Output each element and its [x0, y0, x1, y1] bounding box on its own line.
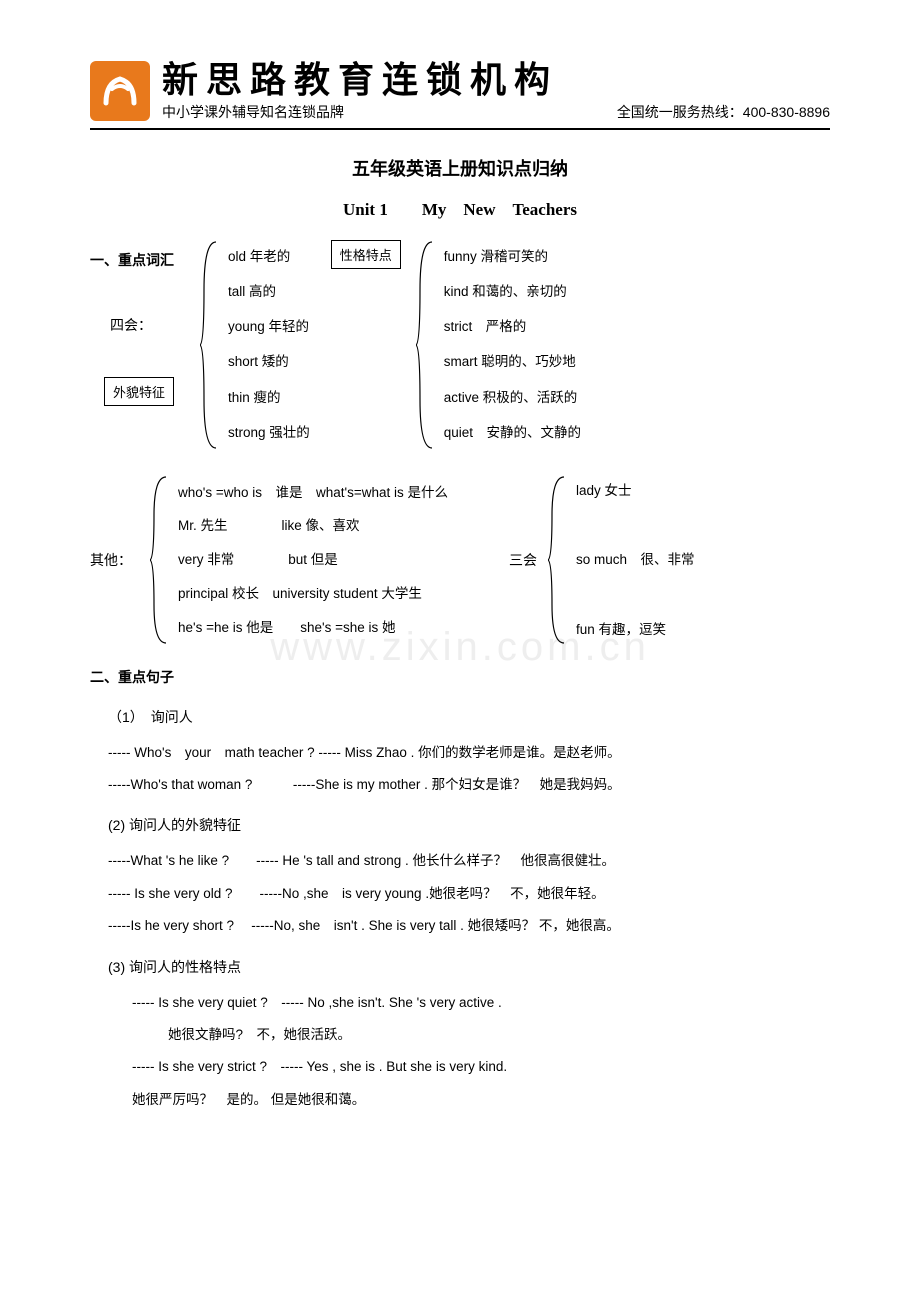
vocab-item: young 年轻的: [228, 312, 310, 342]
brace-icon: [548, 475, 566, 645]
character-box-wrap: 性格特点: [316, 240, 416, 269]
header: 新思路教育连锁机构 中小学课外辅导知名连锁品牌 全国统一服务热线：400-830…: [90, 60, 830, 130]
vocab-row: 一、重点词汇 四会： 外貌特征 old 年老的 tall 高的 young 年轻…: [90, 240, 830, 450]
other-line: principal 校长 university student 大学生: [178, 578, 492, 609]
vocab-item: strong 强壮的: [228, 418, 310, 448]
vocab-item: strict 严格的: [444, 312, 581, 342]
logo-icon: [90, 61, 150, 121]
other-line: he's =he is 他是 she's =she is 她: [178, 612, 492, 643]
character-box: 性格特点: [331, 240, 401, 269]
appearance-group: old 年老的 tall 高的 young 年轻的 short 矮的 thin …: [200, 240, 316, 450]
brace-icon: [200, 240, 218, 450]
vocab-item: quiet 安静的、文静的: [444, 418, 581, 448]
sentence-line: -----What 's he like ? ----- He 's tall …: [108, 845, 830, 877]
section2-heading: 二、重点句子: [90, 667, 830, 687]
sanhui-list: lady 女士 so much 很、非常 fun 有趣，逗笑: [566, 475, 695, 645]
sanhui-group: lady 女士 so much 很、非常 fun 有趣，逗笑: [548, 475, 695, 645]
sub-heading-2: (2) 询问人的外貌特征: [108, 815, 830, 835]
appearance-box: 外貌特征: [104, 377, 174, 406]
doc-title: 五年级英语上册知识点归纳: [90, 155, 830, 181]
brace-icon: [416, 240, 434, 450]
vocab-item: kind 和蔼的、亲切的: [444, 277, 581, 307]
vocab-item: smart 聪明的、巧妙地: [444, 347, 581, 377]
sanhui-item: fun 有趣，逗笑: [576, 614, 695, 645]
sanhui-item: lady 女士: [576, 475, 695, 506]
other-line: very 非常 but 但是: [178, 544, 492, 575]
character-list: funny 滑稽可笑的 kind 和蔼的、亲切的 strict 严格的 smar…: [434, 240, 587, 450]
sentence-line: -----Is he very short ? -----No, she isn…: [108, 910, 830, 942]
other-row: 其他： who's =who is 谁是 what's=what is 是什么 …: [90, 475, 830, 645]
vocab-item: old 年老的: [228, 242, 310, 272]
sentence-line: ----- Is she very old ? -----No ,she is …: [108, 878, 830, 910]
sanhui-item: so much 很、非常: [576, 544, 695, 575]
appearance-list: old 年老的 tall 高的 young 年轻的 short 矮的 thin …: [218, 240, 316, 450]
vocab-item: short 矮的: [228, 347, 310, 377]
sihui-label: 四会：: [110, 315, 152, 335]
section1-heading: 一、重点词汇: [90, 250, 174, 270]
subtitle-left: 中小学课外辅导知名连锁品牌: [162, 102, 344, 122]
character-group: funny 滑稽可笑的 kind 和蔼的、亲切的 strict 严格的 smar…: [416, 240, 587, 450]
sub-heading-1: （1） 询问人: [108, 707, 830, 727]
sentence-line: 她很严厉吗？ 是的。 但是她很和蔼。: [132, 1084, 830, 1116]
company-name: 新思路教育连锁机构: [162, 60, 830, 100]
header-text: 新思路教育连锁机构 中小学课外辅导知名连锁品牌 全国统一服务热线：400-830…: [162, 60, 830, 122]
other-group: who's =who is 谁是 what's=what is 是什么 Mr. …: [150, 475, 498, 645]
sentence-line: 她很文静吗? 不，她很活跃。: [168, 1019, 830, 1051]
other-label: 其他：: [90, 550, 150, 570]
sub-heading-3: (3) 询问人的性格特点: [108, 957, 830, 977]
vocab-item: active 积极的、活跃的: [444, 383, 581, 413]
sanhui-label: 三会: [498, 550, 548, 570]
sentence-line: -----Who's that woman ? -----She is my m…: [108, 769, 830, 801]
vocab-item: thin 瘦的: [228, 383, 310, 413]
subtitle-right: 全国统一服务热线：400-830-8896: [617, 102, 830, 122]
sentences: （1） 询问人 ----- Who's your math teacher ? …: [90, 707, 830, 1117]
left-labels: 一、重点词汇 四会： 外貌特征: [90, 240, 200, 406]
other-line: Mr. 先生 like 像、喜欢: [178, 510, 492, 541]
sentence-line: ----- Is she very quiet ? ----- No ,she …: [132, 987, 830, 1019]
vocab-item: funny 滑稽可笑的: [444, 242, 581, 272]
other-line: who's =who is 谁是 what's=what is 是什么: [178, 477, 492, 508]
sentence-line: ----- Who's your math teacher ? ----- Mi…: [108, 737, 830, 769]
subtitle-row: 中小学课外辅导知名连锁品牌 全国统一服务热线：400-830-8896: [162, 102, 830, 122]
content: 新思路教育连锁机构 中小学课外辅导知名连锁品牌 全国统一服务热线：400-830…: [90, 60, 830, 1116]
unit-title: Unit 1 My New Teachers: [90, 195, 830, 220]
vocab-item: tall 高的: [228, 277, 310, 307]
brace-icon: [150, 475, 168, 645]
sentence-line: ----- Is she very strict ? ----- Yes , s…: [132, 1051, 830, 1083]
other-list: who's =who is 谁是 what's=what is 是什么 Mr. …: [168, 475, 498, 645]
